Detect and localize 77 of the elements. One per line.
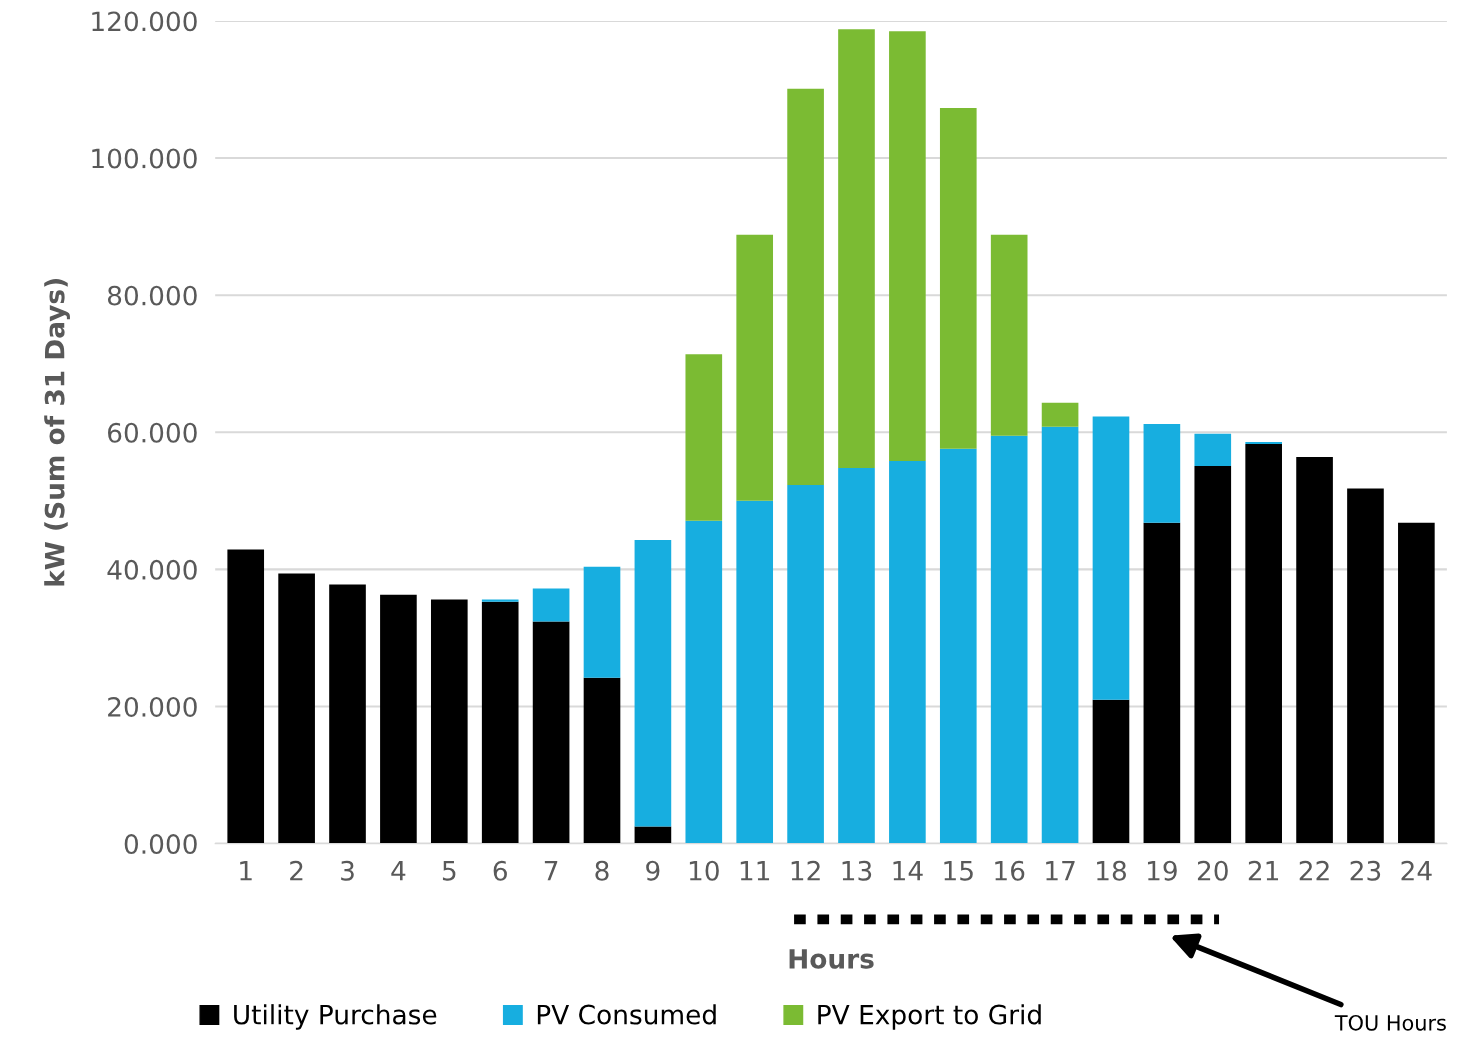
x-tick-label: 7 <box>544 861 558 881</box>
bar <box>838 467 875 844</box>
x-tick-label: 4 <box>391 861 406 881</box>
bar <box>889 461 926 844</box>
x-tick-label: 8 <box>595 860 609 881</box>
x-tick-label: 19 <box>1147 860 1177 881</box>
bar <box>939 108 977 449</box>
bar <box>1041 402 1079 427</box>
bar <box>278 573 315 844</box>
bar <box>1347 488 1384 844</box>
x-tick-label: 16 <box>995 860 1025 881</box>
bar <box>736 500 774 844</box>
x-tick-label: 5 <box>442 861 456 881</box>
bar <box>1041 426 1079 844</box>
y-tick-label: 40.000 <box>107 559 197 580</box>
bar <box>329 584 366 844</box>
x-tick-label: 2 <box>290 860 303 881</box>
bar <box>430 599 468 844</box>
bar <box>990 435 1028 844</box>
x-tick-label: 11 <box>740 861 770 881</box>
x-tick-label: 22 <box>1299 860 1329 881</box>
bar <box>481 601 519 844</box>
bar <box>1296 456 1333 844</box>
bar <box>1245 443 1282 844</box>
bar <box>532 588 570 622</box>
bar <box>685 520 723 844</box>
bar <box>583 566 621 678</box>
legend-label: Utility Purchase <box>234 1004 437 1030</box>
bar <box>889 31 926 462</box>
bar <box>583 677 621 844</box>
bar <box>1143 424 1181 523</box>
bar <box>1194 465 1232 844</box>
x-tick-label: 17 <box>1046 861 1075 881</box>
bar <box>634 539 672 827</box>
x-tick-label: 9 <box>646 860 660 881</box>
x-tick-label: 3 <box>341 860 354 881</box>
x-tick-label: 1 <box>240 861 252 881</box>
y-axis-title: kW (Sum of 31 Days) <box>44 279 70 586</box>
legend-label: PV Consumed <box>537 1004 716 1025</box>
bar <box>380 594 417 844</box>
x-tick-label: 23 <box>1350 860 1381 881</box>
y-tick-label: 120.000 <box>92 11 197 32</box>
bar <box>939 448 977 844</box>
bar <box>1092 699 1130 844</box>
legend-label: PV Export to Grid <box>818 1004 1041 1030</box>
bar <box>838 29 875 468</box>
bar <box>481 599 519 602</box>
text: TOU Hours <box>1334 1014 1446 1031</box>
bar <box>532 621 570 844</box>
x-axis-title: Hours <box>789 949 874 969</box>
bar <box>634 826 672 844</box>
y-tick-label: 0.000 <box>124 834 197 855</box>
bar <box>685 354 723 521</box>
y-tick-label: 20.000 <box>108 696 197 717</box>
x-tick-label: 12 <box>791 860 820 881</box>
y-tick-label: 60.000 <box>108 422 197 443</box>
bar <box>787 485 824 844</box>
x-tick-label: 15 <box>944 861 973 881</box>
bar <box>1092 416 1130 700</box>
x-tick-label: 13 <box>842 860 872 881</box>
x-tick-label: 18 <box>1097 860 1126 881</box>
x-tick-label: 24 <box>1401 860 1432 881</box>
x-tick-label: 20 <box>1197 860 1228 881</box>
bar <box>1194 433 1232 466</box>
bar <box>1143 522 1181 844</box>
bar <box>787 88 824 486</box>
bar <box>1398 522 1435 844</box>
y-tick-label: 100.000 <box>92 148 197 169</box>
bar <box>736 234 774 501</box>
bar <box>227 549 265 844</box>
x-tick-label: 14 <box>893 861 923 881</box>
y-tick-label: 80.000 <box>107 285 197 306</box>
x-tick-label: 10 <box>689 860 719 881</box>
x-tick-label: 21 <box>1248 860 1279 881</box>
bar <box>1245 441 1282 444</box>
x-tick-label: 6 <box>493 860 507 881</box>
bar <box>990 234 1028 436</box>
